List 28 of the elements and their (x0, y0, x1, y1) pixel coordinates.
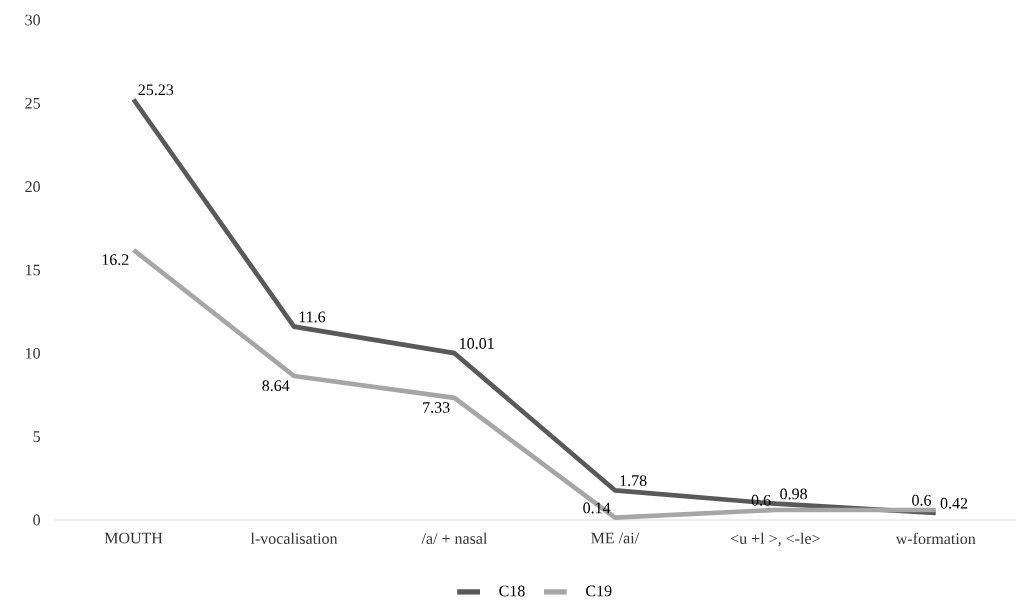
x-tick-label: l-vocalisation (250, 532, 338, 544)
data-label: 0.42 (940, 497, 968, 509)
data-label: 16.2 (102, 254, 129, 265)
data-label: 7.33 (423, 401, 450, 413)
y-tick-label: 5 (33, 431, 41, 442)
x-tick-label: <u +l >, <-le> (730, 532, 820, 547)
x-tick-label: w-formation (895, 532, 976, 544)
y-tick-label: 15 (26, 264, 41, 276)
y-tick-label: 0 (33, 514, 41, 526)
data-label: 0.98 (780, 488, 807, 500)
legend-label: C19 (586, 585, 612, 597)
legend-label: C18 (499, 585, 525, 597)
line-series (131, 247, 939, 520)
data-label: 10.01 (460, 337, 494, 349)
data-label: 0.6 (912, 494, 932, 506)
data-label: 11.6 (299, 311, 326, 323)
x-tick-label: MOUTH (104, 532, 163, 544)
line-series (131, 96, 939, 516)
x-tick-label: ME /ai/ (591, 532, 640, 544)
x-tick-label: /a/ + nasal (421, 532, 488, 544)
y-tick-label: 20 (25, 181, 41, 192)
y-tick-label: 30 (25, 14, 41, 26)
y-tick-label: 25 (25, 97, 41, 109)
data-label: 25.23 (138, 84, 174, 96)
data-label: 0.14 (583, 502, 611, 514)
data-label: 8.64 (262, 380, 290, 391)
y-tick-label: 10 (26, 347, 41, 359)
data-label: 1.78 (620, 475, 647, 486)
